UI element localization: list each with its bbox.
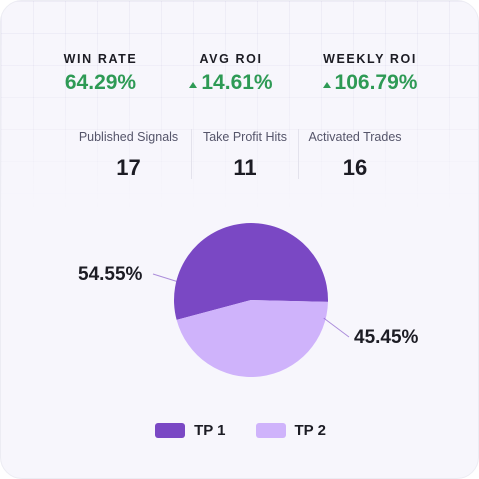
activated-trades-value: 16	[342, 155, 368, 180]
win-rate-label: WIN RATE	[63, 52, 138, 66]
trend-up-icon	[322, 82, 331, 88]
grid-background	[1, 1, 478, 211]
weekly-roi-label: WEEKLY ROI	[323, 52, 417, 66]
win-rate-stat: WIN RATE 64.29%	[53, 51, 148, 96]
activated-trades-label: Activated Trades	[308, 130, 402, 144]
legend-item-tp2[interactable]: TP 2	[255, 422, 326, 439]
legend-swatch-tp2	[255, 423, 286, 438]
slice-label-tp1: 54.55%	[78, 264, 143, 285]
win-rate-value: 64.29%	[53, 70, 148, 96]
pie-chart-svg	[152, 223, 350, 378]
trend-up-icon	[189, 82, 198, 88]
take-profit-hits-label: Take Profit Hits	[202, 130, 288, 144]
divider	[191, 129, 192, 179]
legend-item-tp1[interactable]: TP 1	[155, 422, 226, 439]
take-profit-hits-value: 11	[233, 155, 257, 180]
avg-roi-number: 14.61%	[201, 71, 273, 94]
leader-line-1	[152, 273, 179, 283]
pie-slice-2[interactable]	[176, 300, 328, 378]
weekly-roi-number: 106.79%	[334, 71, 418, 94]
weekly-roi-stat: WEEKLY ROI 106.79%	[307, 51, 433, 96]
pie-chart: 54.55% 45.45%	[1, 206, 478, 396]
activated-trades-stat: Activated Trades 16	[303, 129, 407, 181]
legend-label-tp2: TP 2	[294, 422, 326, 439]
chart-legend: TP 1 TP 2	[1, 422, 478, 439]
published-signals-label: Published Signals	[78, 130, 179, 144]
avg-roi-value: 14.61%	[181, 70, 281, 96]
published-signals-value: 17	[116, 155, 141, 180]
leader-line-2	[323, 317, 350, 338]
pie-slice-1[interactable]	[174, 223, 329, 320]
slice-label-tp2: 45.45%	[354, 327, 419, 348]
divider	[298, 129, 299, 179]
weekly-roi-value: 106.79%	[307, 70, 433, 96]
avg-roi-label: AVG ROI	[199, 52, 263, 66]
take-profit-hits-stat: Take Profit Hits 11	[197, 129, 293, 181]
published-signals-stat: Published Signals 17	[71, 129, 186, 181]
avg-roi-stat: AVG ROI 14.61%	[181, 51, 281, 96]
legend-swatch-tp1	[155, 423, 186, 438]
win-rate-number: 64.29%	[64, 71, 137, 94]
legend-label-tp1: TP 1	[194, 422, 226, 439]
